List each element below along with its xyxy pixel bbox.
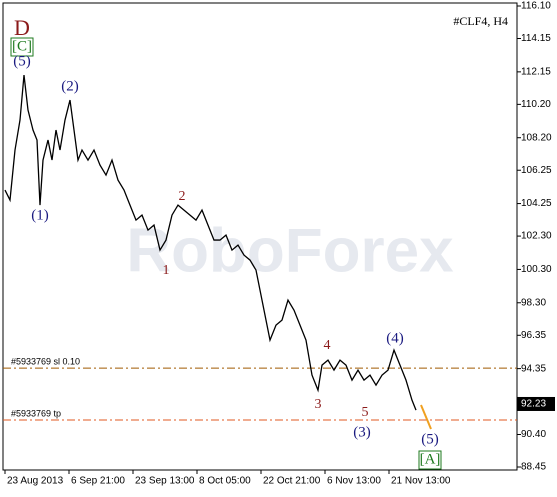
wave-label: 1 — [163, 263, 170, 278]
chart-title: #CLF4, H4 — [453, 14, 508, 28]
last-price-label: 92.23 — [521, 399, 546, 410]
plot-frame — [2, 2, 518, 471]
order-label: #5933769 sl 0.10 — [11, 357, 80, 367]
projection — [420, 404, 432, 430]
order-label: #5933769 tp — [11, 408, 61, 418]
wave-label: 2 — [179, 189, 186, 204]
wave-label: (1) — [31, 207, 49, 223]
wave-label: [C] — [12, 38, 32, 54]
last-price-box — [517, 396, 555, 411]
y-tick-label: 102.30 — [521, 231, 552, 242]
y-tick-label: 98.30 — [521, 297, 546, 308]
x-tick-label: 21 Nov 13:00 — [391, 476, 451, 487]
wave-label: D — [14, 15, 30, 40]
y-tick-label: 106.25 — [521, 165, 552, 176]
x-tick-label: 22 Oct 21:00 — [263, 476, 321, 487]
wave-label: 4 — [324, 338, 331, 353]
wave-label: 5 — [362, 405, 369, 420]
y-tick-label: 88.45 — [521, 462, 546, 473]
y-tick-label: 112.15 — [521, 66, 551, 77]
y-tick-label: 110.20 — [521, 99, 551, 110]
y-tick-label: 100.30 — [521, 264, 552, 275]
y-tick-label: 96.35 — [521, 330, 546, 341]
wave-box — [10, 37, 34, 57]
wave-box — [418, 450, 442, 470]
wave-label: [A] — [420, 451, 441, 467]
x-tick-label: 8 Oct 05:00 — [199, 476, 251, 487]
watermark: RoboForex — [126, 216, 454, 285]
x-tick-label: 6 Sep 21:00 — [71, 476, 125, 487]
y-tick-label: 108.20 — [521, 132, 552, 143]
x-tick-label: 23 Sep 13:00 — [135, 476, 195, 487]
wave-label: (2) — [61, 78, 79, 94]
y-tick-label: 104.25 — [521, 198, 552, 209]
price-line — [4, 74, 417, 411]
wave-label: (5) — [13, 53, 31, 69]
y-tick-label: 114.15 — [521, 33, 551, 44]
wave-label: (3) — [353, 424, 371, 440]
x-tick-label: 6 Nov 13:00 — [327, 476, 381, 487]
wave-label: (4) — [386, 330, 404, 346]
y-tick-label: 90.40 — [521, 429, 546, 440]
y-tick-label: 94.35 — [521, 363, 546, 374]
y-tick-label: 116.10 — [521, 1, 551, 12]
wave-label: 3 — [315, 397, 322, 412]
x-tick-label: 23 Aug 2013 — [7, 476, 64, 487]
wave-label: (5) — [421, 431, 439, 447]
